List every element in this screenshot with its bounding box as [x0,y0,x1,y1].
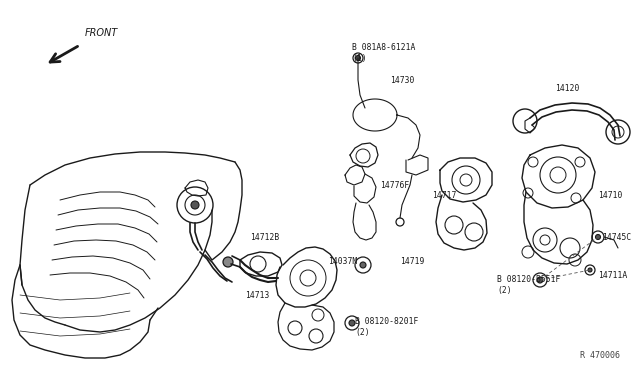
Text: 14717: 14717 [432,190,456,199]
Circle shape [595,234,600,240]
Circle shape [191,201,199,209]
Circle shape [223,257,233,267]
Circle shape [537,277,543,283]
Circle shape [588,268,592,272]
Circle shape [349,320,355,326]
Circle shape [355,55,360,61]
Text: 14745C: 14745C [602,232,631,241]
Text: B 081A8-6121A
(1): B 081A8-6121A (1) [352,43,415,63]
Text: 14120: 14120 [555,83,579,93]
Text: 14713: 14713 [245,291,269,299]
Text: 14776F: 14776F [380,180,409,189]
Text: 14712B: 14712B [250,232,279,241]
Text: 14037M: 14037M [328,257,357,266]
Text: 14730: 14730 [390,76,414,84]
Text: 14711A: 14711A [598,270,627,279]
Text: 14710: 14710 [598,190,622,199]
Text: R 470006: R 470006 [580,350,620,359]
Circle shape [360,262,366,268]
Text: B 08120-B551F
(2): B 08120-B551F (2) [497,275,561,295]
Text: B 08120-8201F
(2): B 08120-8201F (2) [355,317,419,337]
Text: 14719: 14719 [400,257,424,266]
Text: FRONT: FRONT [85,28,118,38]
